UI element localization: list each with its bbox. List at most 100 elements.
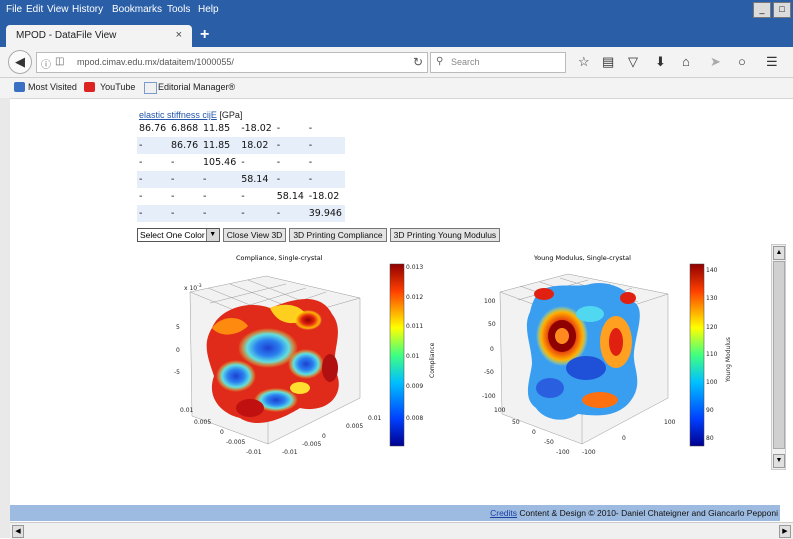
- bookmark-youtube[interactable]: YouTube: [100, 82, 136, 92]
- colorbar-tick: 130: [706, 295, 718, 302]
- table-cell: -: [274, 171, 307, 188]
- x-tick: 50: [512, 419, 520, 426]
- minimize-button[interactable]: _: [753, 2, 771, 18]
- tab-close-icon[interactable]: ×: [175, 29, 182, 41]
- table-cell: -: [137, 137, 169, 154]
- surface-patch: [555, 328, 569, 344]
- surface-patch: [609, 328, 623, 356]
- table-cell: 11.85: [203, 123, 231, 134]
- close-view-3d-button[interactable]: Close View 3D: [222, 228, 287, 242]
- star-icon[interactable]: ☆: [578, 54, 590, 69]
- table-cell: -: [139, 191, 143, 202]
- colorbar-tick: 0.008: [406, 415, 423, 422]
- left-frame: [0, 98, 10, 538]
- x-tick: -0.005: [226, 439, 246, 446]
- compliance-plot[interactable]: Compliance, Single-crystal x 10-3 5 0 -5…: [150, 248, 450, 468]
- colorbar-tick: 80: [706, 435, 714, 442]
- window-controls: _ □: [753, 2, 791, 18]
- x-tick: -50: [544, 439, 554, 446]
- surface-patch: [534, 288, 554, 300]
- stiffness-matrix: 86.76 6.868 11.85 -18.02- - -86.76 11.85 18.02…: [137, 120, 345, 222]
- color-select-value: Select One Color: [140, 230, 205, 240]
- scroll-right-icon[interactable]: ▶: [779, 525, 791, 538]
- chevron-down-icon[interactable]: ▼: [205, 229, 219, 241]
- stiffness-title: elastic stiffness cijE [GPa]: [139, 110, 242, 120]
- surface-patch: [566, 356, 606, 380]
- share-icon[interactable]: ➤: [710, 54, 721, 69]
- color-select[interactable]: Select One Color ▼: [137, 228, 220, 242]
- table-cell: -: [276, 123, 281, 134]
- surface-patch: [536, 378, 564, 398]
- x-tick: 0: [220, 429, 224, 436]
- y-tick: 0.005: [346, 423, 363, 430]
- new-tab-button[interactable]: +: [200, 26, 210, 43]
- table-row: - -105.46- - -: [137, 154, 345, 171]
- horizontal-scrollbar[interactable]: ◀ ▶: [10, 522, 793, 539]
- y-tick: 100: [664, 419, 676, 426]
- most-visited-icon: [14, 82, 25, 92]
- table-cell: -: [169, 171, 201, 188]
- scroll-up-icon[interactable]: ▲: [773, 246, 785, 260]
- table-cell: -18.02: [308, 191, 340, 202]
- table-cell: -: [171, 191, 175, 202]
- 3d-printing-compliance-button[interactable]: 3D Printing Compliance: [289, 228, 387, 242]
- tab-mpod[interactable]: MPOD - DataFile View ×: [6, 25, 192, 47]
- download-icon[interactable]: ⬇: [655, 54, 666, 69]
- stiffness-link[interactable]: elastic stiffness cijE: [139, 110, 217, 120]
- colorbar-tick: 0.009: [406, 383, 423, 390]
- maximize-button[interactable]: □: [773, 2, 791, 18]
- colorbar-tick: 120: [706, 324, 718, 331]
- surface-patch: [236, 399, 264, 417]
- z-tick: 100: [484, 298, 496, 305]
- young-modulus-plot[interactable]: Young Modulus, Single-crystal 100 50 0 -…: [478, 248, 768, 468]
- url-text: mpod.cimav.edu.mx/dataitem/1000055/: [77, 57, 234, 67]
- menu-tools[interactable]: Tools: [167, 4, 191, 15]
- menu-edit[interactable]: Edit: [26, 4, 44, 15]
- back-button[interactable]: ◀: [8, 50, 32, 74]
- colorbar-tick: 0.012: [406, 294, 423, 301]
- x-tick: -0.01: [246, 449, 262, 456]
- pocket-icon[interactable]: ▽: [628, 54, 638, 69]
- bookmark-most-visited[interactable]: Most Visited: [28, 82, 77, 92]
- editorial-manager-icon: [144, 82, 157, 94]
- menu-view[interactable]: View: [47, 4, 69, 15]
- table-cell: -: [308, 157, 313, 168]
- reload-icon[interactable]: ↻: [412, 55, 423, 69]
- sync-icon[interactable]: ○: [738, 54, 746, 69]
- table-cell: -: [274, 137, 307, 154]
- menu-history[interactable]: History: [72, 4, 104, 15]
- menu-file[interactable]: File: [6, 4, 23, 15]
- table-row: - - - - 58.14 -18.02: [137, 188, 345, 205]
- 3d-printing-young-modulus-button[interactable]: 3D Printing Young Modulus: [389, 228, 501, 242]
- bookmark-editorial-manager[interactable]: Editorial Manager®: [158, 82, 236, 92]
- scroll-left-icon[interactable]: ◀: [12, 525, 24, 538]
- table-cell: 58.14: [239, 171, 275, 188]
- table-cell: -: [241, 191, 245, 202]
- scroll-down-icon[interactable]: ▼: [773, 454, 785, 468]
- credits-link[interactable]: Credits: [490, 508, 518, 518]
- youtube-icon: [84, 82, 95, 92]
- table-cell: -: [137, 205, 169, 222]
- surface-patch: [322, 354, 338, 382]
- table-cell: -: [139, 157, 143, 168]
- surface-patch: [576, 306, 604, 322]
- menu-help[interactable]: Help: [198, 4, 219, 15]
- scrollbar-thumb[interactable]: [773, 261, 785, 449]
- info-icon[interactable]: ⓘ: [41, 60, 51, 71]
- vertical-scrollbar[interactable]: ▲ ▼: [771, 244, 786, 470]
- x-tick: -100: [556, 449, 570, 456]
- hamburger-menu-icon[interactable]: ☰: [766, 54, 778, 69]
- shield-icon[interactable]: ◫: [55, 56, 65, 67]
- colorbar: [689, 263, 705, 447]
- table-row: -86.76 11.85 18.02- -: [137, 137, 345, 154]
- home-icon[interactable]: ⌂: [682, 54, 690, 69]
- table-cell: -: [171, 157, 175, 168]
- surface-patch: [294, 310, 322, 330]
- table-cell: -: [203, 191, 207, 202]
- search-input[interactable]: ⚲ Search: [430, 52, 566, 73]
- menu-bookmarks[interactable]: Bookmarks: [112, 4, 163, 15]
- url-bar[interactable]: ⓘ ◫ mpod.cimav.edu.mx/dataitem/1000055/ …: [36, 52, 428, 73]
- table-cell: 18.02: [239, 137, 275, 154]
- reading-list-icon[interactable]: ▤: [602, 54, 615, 69]
- tab-title: MPOD - DataFile View: [16, 30, 117, 41]
